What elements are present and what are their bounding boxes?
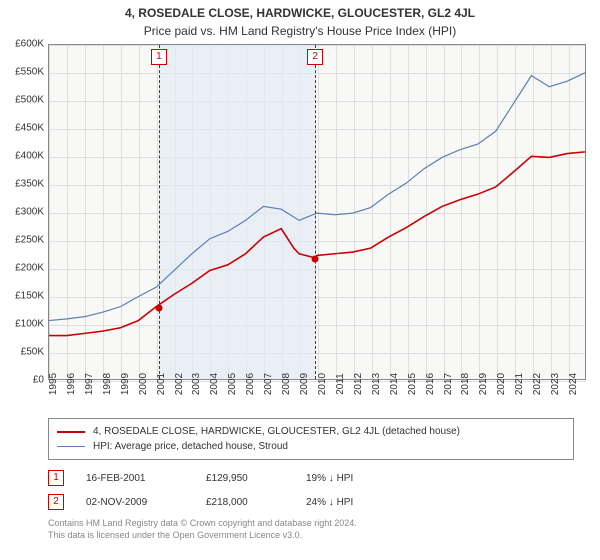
x-axis-label: 2014 (389, 373, 409, 395)
y-axis-label: £500K (15, 95, 48, 106)
chart-area: 12 £0£50K£100K£150K£200K£250K£300K£350K£… (48, 44, 586, 404)
legend-swatch (57, 446, 85, 447)
y-axis-label: £450K (15, 123, 48, 134)
y-axis-label: £0 (33, 375, 48, 386)
y-axis-label: £600K (15, 39, 48, 50)
transaction-row: 2 02-NOV-2009£218,00024% ↓ HPI (48, 490, 574, 514)
chart-container: 4, ROSEDALE CLOSE, HARDWICKE, GLOUCESTER… (0, 0, 600, 560)
y-axis-label: £400K (15, 151, 48, 162)
y-axis-label: £550K (15, 67, 48, 78)
chart-subtitle: Price paid vs. HM Land Registry's House … (0, 20, 600, 44)
legend: 4, ROSEDALE CLOSE, HARDWICKE, GLOUCESTER… (48, 418, 574, 460)
transaction-marker: 2 (48, 494, 64, 510)
x-axis-label: 1999 (120, 373, 140, 395)
y-axis-label: £50K (21, 347, 48, 358)
transaction-marker: 1 (48, 470, 64, 486)
transaction-diff: 24% ↓ HPI (306, 497, 416, 508)
footer-line: This data is licensed under the Open Gov… (48, 530, 574, 542)
transaction-diff: 19% ↓ HPI (306, 473, 416, 484)
series-hpi (49, 73, 585, 321)
legend-label: 4, ROSEDALE CLOSE, HARDWICKE, GLOUCESTER… (93, 426, 460, 437)
x-axis-label: 2015 (407, 373, 427, 395)
legend-row: HPI: Average price, detached house, Stro… (57, 439, 565, 454)
x-axis-label: 2010 (317, 373, 337, 395)
marker-box: 1 (151, 49, 167, 65)
marker-line (315, 45, 316, 379)
footer: Contains HM Land Registry data © Crown c… (48, 518, 574, 541)
x-axis-label: 1997 (84, 373, 104, 395)
legend-swatch (57, 431, 85, 433)
plot-region: 12 (48, 44, 586, 380)
marker-dot (312, 255, 319, 262)
series-price_paid (49, 152, 585, 336)
x-axis-label: 1998 (102, 373, 122, 395)
x-axis-label: 2000 (138, 373, 158, 395)
transaction-date: 02-NOV-2009 (86, 497, 206, 508)
transaction-price: £218,000 (206, 497, 306, 508)
marker-dot (155, 305, 162, 312)
legend-row: 4, ROSEDALE CLOSE, HARDWICKE, GLOUCESTER… (57, 424, 565, 439)
y-axis-label: £100K (15, 319, 48, 330)
x-axis-label: 2016 (425, 373, 445, 395)
transaction-row: 1 16-FEB-2001£129,95019% ↓ HPI (48, 466, 574, 490)
x-axis-label: 2011 (335, 373, 355, 395)
transaction-price: £129,950 (206, 473, 306, 484)
y-axis-label: £250K (15, 235, 48, 246)
x-axis-label: 2012 (353, 373, 373, 395)
transaction-table: 1 16-FEB-2001£129,95019% ↓ HPI 2 02-NOV-200… (48, 466, 574, 514)
x-axis-label: 2013 (371, 373, 391, 395)
x-axis-label: 2024 (568, 373, 588, 395)
y-axis-label: £200K (15, 263, 48, 274)
chart-title: 4, ROSEDALE CLOSE, HARDWICKE, GLOUCESTER… (0, 0, 600, 20)
marker-line (159, 45, 160, 379)
x-axis-label: 2001 (156, 373, 176, 395)
y-axis-label: £350K (15, 179, 48, 190)
legend-label: HPI: Average price, detached house, Stro… (93, 441, 288, 452)
transaction-date: 16-FEB-2001 (86, 473, 206, 484)
x-axis-label: 1996 (66, 373, 86, 395)
x-axis-label: 1995 (48, 373, 68, 395)
y-axis-label: £150K (15, 291, 48, 302)
y-axis-label: £300K (15, 207, 48, 218)
footer-line: Contains HM Land Registry data © Crown c… (48, 518, 574, 530)
marker-box: 2 (307, 49, 323, 65)
